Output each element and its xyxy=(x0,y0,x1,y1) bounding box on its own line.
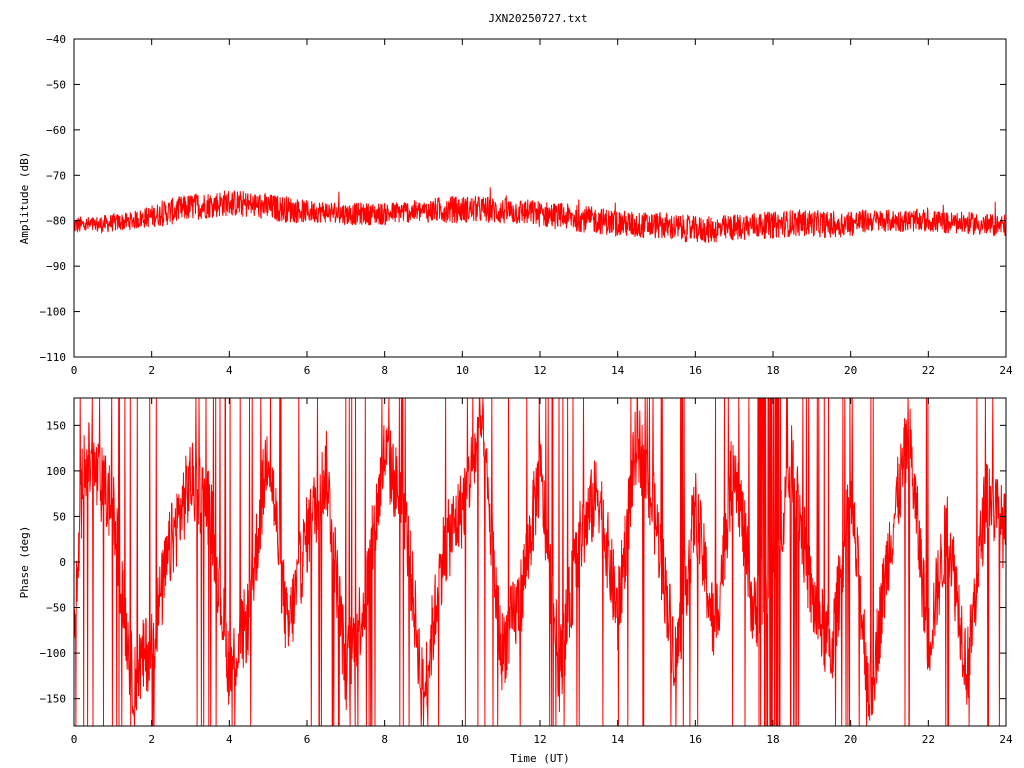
amplitude-y-tick-label: −80 xyxy=(46,215,66,228)
amplitude-y-tick-label: −100 xyxy=(40,306,67,319)
amplitude-panel: 0 2 4 6 8 10 12 14 16 18 20 22 24−110−100−90−80−70−6… xyxy=(18,33,1013,377)
amplitude-x-tick-label: 0 xyxy=(71,364,78,377)
chart-title: JXN20250727.txt xyxy=(488,12,587,25)
amplitude-y-tick-label: −50 xyxy=(46,78,66,91)
phase-y-tick-label: −100 xyxy=(40,647,67,660)
phase-y-tick-label: 150 xyxy=(46,419,66,432)
phase-y-axis-label: Phase (deg) xyxy=(18,526,31,599)
phase-x-tick-label: 10 xyxy=(456,733,469,746)
amplitude-x-tick-label: 18 xyxy=(766,364,779,377)
phase-x-tick-label: 14 xyxy=(611,733,625,746)
phase-y-tick-label: 0 xyxy=(59,556,66,569)
phase-x-tick-label: 18 xyxy=(766,733,779,746)
amplitude-x-tick-label: 14 xyxy=(611,364,625,377)
phase-y-tick-label: −150 xyxy=(40,693,67,706)
amplitude-x-tick-label: 20 xyxy=(844,364,857,377)
phase-x-tick-label: 22 xyxy=(922,733,935,746)
amplitude-y-tick-label: −110 xyxy=(40,351,67,364)
phase-x-tick-label: 12 xyxy=(533,733,546,746)
phase-y-tick-label: 100 xyxy=(46,465,66,478)
phase-x-tick-label: 24 xyxy=(999,733,1013,746)
phase-panel: 0 2 4 6 8 10 12 14 16 18 20 22 24−150−100−5005010015… xyxy=(18,397,1013,765)
phase-x-axis-label: Time (UT) xyxy=(510,752,570,765)
amplitude-x-tick-label: 22 xyxy=(922,364,935,377)
phase-series-line xyxy=(73,397,1007,727)
amplitude-y-tick-label: −60 xyxy=(46,124,66,137)
phase-x-tick-label: 2 xyxy=(148,733,155,746)
phase-x-tick-label: 16 xyxy=(689,733,702,746)
amplitude-x-tick-label: 12 xyxy=(533,364,546,377)
amplitude-y-tick-label: −70 xyxy=(46,169,66,182)
amplitude-y-tick-label: −40 xyxy=(46,33,66,46)
phase-y-tick-label: 50 xyxy=(53,510,66,523)
phase-x-tick-label: 6 xyxy=(304,733,311,746)
phase-x-tick-label: 20 xyxy=(844,733,857,746)
amplitude-x-tick-label: 24 xyxy=(999,364,1013,377)
amplitude-y-axis-label: Amplitude (dB) xyxy=(18,152,31,245)
amplitude-x-tick-label: 4 xyxy=(226,364,233,377)
amplitude-x-tick-label: 6 xyxy=(304,364,311,377)
phase-x-tick-label: 8 xyxy=(381,733,388,746)
phase-x-tick-label: 4 xyxy=(226,733,233,746)
phase-x-tick-label: 0 xyxy=(71,733,78,746)
amplitude-x-tick-label: 16 xyxy=(689,364,702,377)
amplitude-series-line xyxy=(73,187,1007,243)
amplitude-y-tick-label: −90 xyxy=(46,260,66,273)
phase-y-tick-label: −50 xyxy=(46,602,66,615)
amplitude-x-tick-label: 2 xyxy=(148,364,155,377)
amplitude-x-tick-label: 10 xyxy=(456,364,469,377)
amplitude-x-tick-label: 8 xyxy=(381,364,388,377)
